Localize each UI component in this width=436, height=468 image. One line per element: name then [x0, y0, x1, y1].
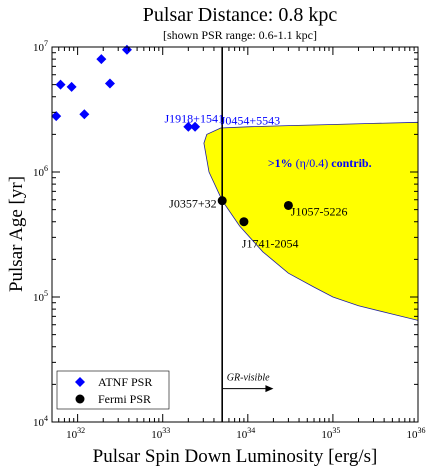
x-tick-label-exp: 35 — [332, 426, 340, 435]
x-tick-label-base: 10 — [321, 429, 333, 441]
arrow-label: GR-visible — [227, 373, 270, 384]
fermi-point-label: J1057-5226 — [291, 204, 348, 218]
x-tick-label: 1032 — [66, 426, 85, 441]
legend-fermi-label: Fermi PSR — [98, 392, 151, 406]
atnf-point — [96, 54, 107, 65]
atnf-point — [55, 79, 66, 90]
atnf-point-label: J1918+1541 — [165, 111, 224, 125]
x-axis-label: Pulsar Spin Down Luminosity [erg/s] — [93, 446, 378, 467]
chart-subtitle: [shown PSR range: 0.6-1.1 kpc] — [163, 28, 317, 42]
chart-title: Pulsar Distance: 0.8 kpc — [143, 4, 338, 26]
x-tick-label: 1033 — [151, 426, 170, 441]
atnf-point — [66, 81, 77, 92]
atnf-point — [183, 121, 194, 132]
y-tick-label-base: 10 — [33, 417, 45, 429]
y-tick-label: 104 — [33, 414, 48, 429]
region-label-part: (η/0.4) — [293, 156, 329, 170]
atnf-point — [79, 109, 90, 120]
legend-atnf-label: ATNF PSR — [98, 375, 152, 389]
x-tick-label-base: 10 — [407, 429, 419, 441]
gr-visible-arrow: GR-visible — [222, 373, 274, 393]
y-tick-label: 105 — [33, 289, 48, 304]
y-tick-label-exp: 6 — [44, 164, 48, 173]
region-label-part: contrib. — [328, 156, 371, 170]
x-tick-label-exp: 36 — [418, 426, 426, 435]
y-tick-label-base: 10 — [33, 292, 45, 304]
data-points — [51, 44, 293, 227]
x-tick-label: 1034 — [236, 426, 255, 441]
fermi-point — [217, 196, 227, 206]
x-tick-label-base: 10 — [151, 429, 163, 441]
region-label-part: >1% — [268, 156, 293, 170]
x-tick-label: 1036 — [407, 426, 426, 441]
fermi-point — [283, 200, 293, 210]
region-label: >1% (η/0.4) contrib. — [268, 156, 372, 170]
x-tick-label-exp: 34 — [247, 426, 255, 435]
y-tick-label-exp: 4 — [44, 414, 48, 423]
y-axis-label: Pulsar Age [yr] — [6, 176, 27, 292]
x-tick-label-exp: 33 — [162, 426, 170, 435]
fermi-point — [239, 217, 249, 227]
atnf-point — [190, 121, 201, 132]
legend: ATNF PSR Fermi PSR — [56, 370, 170, 410]
y-tick-label-exp: 5 — [44, 289, 48, 298]
y-tick-label: 106 — [33, 164, 48, 179]
x-tick-label-exp: 32 — [77, 426, 85, 435]
atnf-point — [104, 78, 115, 89]
atnf-point-label: J0454+5543 — [221, 113, 280, 127]
contribution-region: >1% (η/0.4) contrib. — [203, 121, 418, 321]
y-tick-label: 107 — [33, 39, 48, 54]
x-tick-label: 1035 — [321, 426, 340, 441]
legend-fermi-marker — [75, 394, 85, 404]
legend-atnf-marker — [75, 377, 85, 387]
fermi-point-label: J0357+32 — [169, 196, 216, 210]
arrow-head — [265, 385, 274, 393]
y-tick-label-base: 10 — [33, 42, 45, 54]
x-tick-label-base: 10 — [66, 429, 78, 441]
legend-box — [56, 370, 170, 410]
atnf-point — [51, 111, 62, 122]
fermi-point-label: J1741-2054 — [242, 236, 299, 250]
y-tick-label-exp: 7 — [44, 39, 48, 48]
y-tick-label-base: 10 — [33, 167, 45, 179]
x-tick-label-base: 10 — [236, 429, 248, 441]
